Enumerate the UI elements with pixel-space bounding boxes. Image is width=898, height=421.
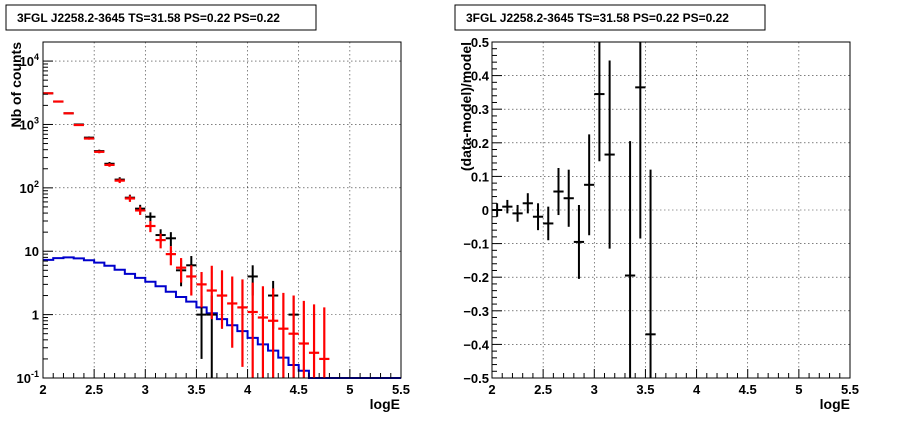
left-y-tick-label: 10-1 — [17, 369, 39, 386]
right-x-tick-label: 3 — [591, 382, 598, 397]
left-red-point — [135, 206, 146, 215]
right-x-tick-label: 5 — [795, 382, 802, 397]
left-y-tick-label: 104 — [20, 52, 39, 69]
right-residual-point — [522, 193, 533, 214]
right-ticks — [491, 41, 851, 379]
left-red-point — [288, 295, 299, 378]
left-data-series-red — [43, 92, 330, 378]
left-red-point — [227, 276, 238, 348]
left-x-tick-label: 2 — [39, 382, 46, 397]
right-residual-point — [604, 60, 615, 249]
left-red-point — [155, 233, 166, 249]
left-y-axis-title: Nb of counts — [8, 42, 24, 128]
right-y-tick-label: −0.5 — [463, 371, 489, 386]
left-red-point — [247, 282, 258, 378]
left-red-point — [124, 195, 136, 202]
right-residual-point — [553, 168, 564, 216]
left-black-point — [145, 212, 156, 222]
right-grid — [492, 42, 850, 378]
left-red-point — [268, 288, 279, 378]
left-red-point — [73, 123, 84, 127]
left-red-point — [43, 92, 54, 95]
right-title-box — [454, 4, 766, 31]
right-residual-point — [635, 42, 646, 239]
left-red-point — [257, 286, 269, 378]
left-x-tick-label: 4.5 — [290, 382, 308, 397]
right-y-axis-title: (data-model)/model — [458, 42, 474, 171]
right-x-tick-label: 4 — [693, 382, 701, 397]
left-y-tick-labels: 10-1 1 10 102 103 104 — [17, 52, 39, 386]
left-x-tick-label: 2.5 — [85, 382, 103, 397]
right-y-tick-label: 0.1 — [471, 169, 489, 184]
left-y-tick-label: 10 — [25, 244, 39, 259]
right-y-tick-label: 0.5 — [471, 35, 489, 50]
right-y-tick-label: −0.3 — [463, 304, 489, 319]
left-red-point — [196, 272, 207, 308]
right-x-tick-label: 3.5 — [636, 382, 654, 397]
right-residual-point — [624, 141, 636, 378]
left-red-point — [104, 163, 115, 167]
left-black-point — [165, 232, 176, 247]
right-residual-point — [584, 134, 595, 236]
left-red-point — [278, 292, 289, 378]
left-x-axis-title: logE — [370, 396, 400, 412]
right-x-axis-title: logE — [820, 396, 850, 412]
right-residual-point — [502, 199, 513, 214]
right-y-tick-label: 0 — [482, 203, 489, 218]
left-x-tick-label: 3.5 — [187, 382, 205, 397]
right-x-tick-label: 5.5 — [841, 382, 859, 397]
right-residual-point — [594, 42, 605, 162]
left-y-tick-label: 103 — [20, 115, 39, 132]
left-red-point — [165, 246, 176, 266]
left-ticks — [42, 41, 402, 379]
left-red-point — [216, 270, 228, 329]
left-x-tick-label: 5 — [346, 382, 353, 397]
right-residual-point — [543, 206, 554, 241]
right-x-tick-label: 2 — [488, 382, 495, 397]
right-y-tick-label: 0.2 — [471, 136, 489, 151]
right-y-tick-label: −0.2 — [463, 270, 489, 285]
left-red-point — [114, 178, 125, 184]
right-residual-point — [532, 203, 544, 231]
right-residual-point — [563, 169, 574, 227]
right-residual-point — [512, 204, 523, 222]
right-residual-point — [573, 204, 585, 279]
left-red-point — [319, 307, 330, 378]
left-y-tick-label: 102 — [20, 179, 39, 196]
left-red-point — [63, 112, 74, 115]
left-red-point — [237, 279, 248, 367]
left-red-point — [308, 304, 320, 378]
left-x-tick-label: 5.5 — [392, 382, 410, 397]
left-title-box — [5, 4, 317, 31]
left-grid — [43, 42, 401, 378]
left-plot-frame — [42, 41, 402, 379]
right-x-tick-label: 4.5 — [739, 382, 757, 397]
right-y-tick-label: −0.1 — [463, 237, 489, 252]
left-red-point — [298, 300, 309, 378]
left-red-point — [145, 220, 156, 233]
right-x-tick-labels: 2 2.5 3 3.5 4 4.5 5 5.5 — [488, 382, 859, 397]
right-panel: 3FGL J2258.2-3645 TS=31.58 PS=0.22 PS=0.… — [454, 4, 859, 412]
right-residual-point — [645, 169, 656, 378]
right-y-tick-label: 0.4 — [471, 69, 490, 84]
left-red-point — [206, 265, 217, 320]
left-x-tick-label: 3 — [142, 382, 149, 397]
right-y-tick-label: −0.4 — [463, 337, 489, 352]
left-y-tick-label: 1 — [32, 308, 39, 323]
right-x-tick-label: 2.5 — [534, 382, 552, 397]
right-y-tick-labels: −0.5 −0.4 −0.3 −0.2 −0.1 0 0.1 0.2 0.3 0.4 0.5 — [463, 35, 489, 386]
left-red-point — [186, 265, 197, 296]
left-red-point — [94, 150, 105, 154]
left-red-point — [53, 100, 64, 103]
left-x-tick-labels: 2 2.5 3 3.5 4 4.5 5 5.5 — [39, 382, 410, 397]
left-red-point — [83, 137, 95, 140]
left-x-tick-label: 4 — [244, 382, 252, 397]
left-data-series-black — [43, 92, 299, 378]
right-title: 3FGL J2258.2-3645 TS=31.58 PS=0.22 PS=0.… — [466, 11, 729, 25]
left-red-point — [175, 258, 187, 283]
right-y-tick-label: 0.3 — [471, 102, 489, 117]
left-panel: 3FGL J2258.2-3645 TS=31.58 PS=0.22 PS=0.… — [5, 4, 410, 412]
left-title: 3FGL J2258.2-3645 TS=31.58 PS=0.22 PS=0.… — [17, 11, 280, 25]
